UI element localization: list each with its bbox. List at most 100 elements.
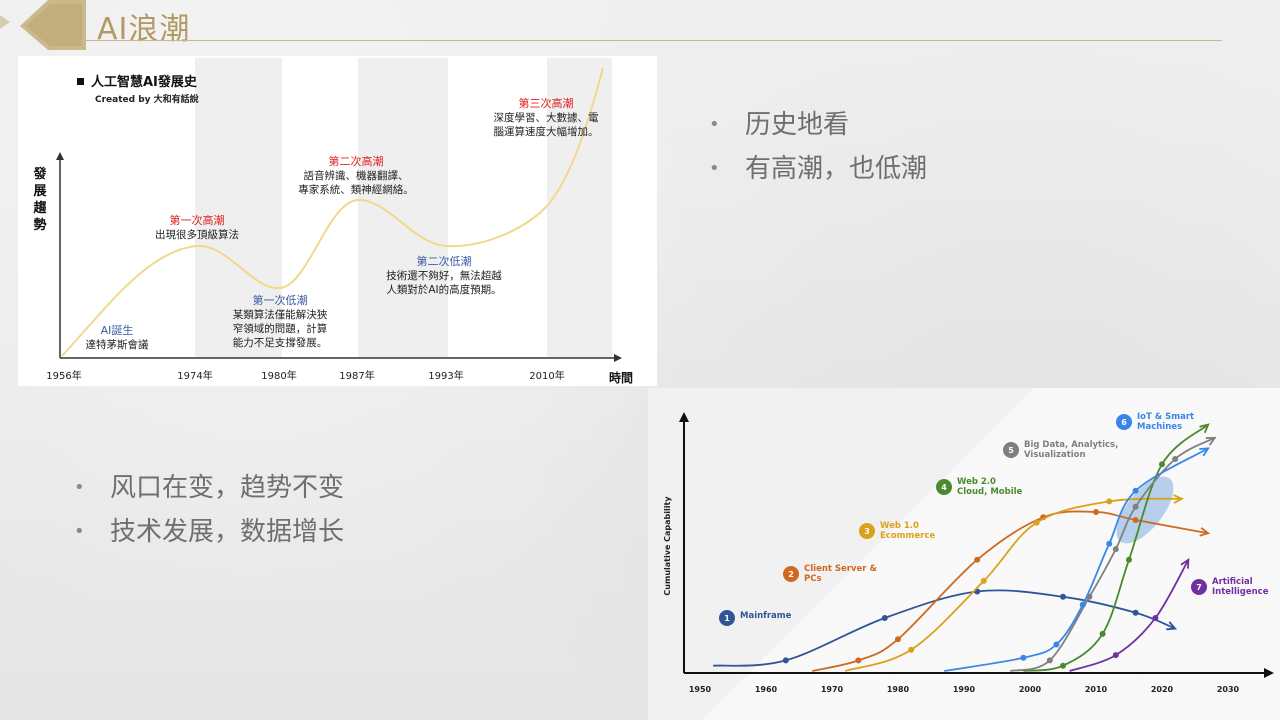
series-arrow-icon (1199, 527, 1211, 537)
x-axis-label: 時間 (609, 370, 633, 385)
series-number: 6 (1121, 418, 1127, 427)
series-label: Artificial (1212, 577, 1253, 587)
series-number: 7 (1196, 583, 1202, 592)
series-point (881, 615, 888, 621)
series-point (974, 556, 981, 563)
series-number: 2 (788, 570, 794, 579)
computing-eras-chart: Cumulative Capability 1950 1960 1970 1980 199… (663, 412, 1274, 694)
series-label: Web 1.0 (880, 521, 919, 531)
series-label: Cloud, Mobile (957, 487, 1023, 497)
series-point (1126, 556, 1132, 563)
x-axis-arrow (1264, 668, 1274, 678)
series-point (1106, 498, 1113, 505)
y-axis-label: 展 (33, 184, 47, 199)
series-number-badge (1003, 442, 1019, 458)
series-number-badge (1191, 579, 1207, 595)
series-point (895, 636, 901, 643)
x-tick-label: 1956年 (46, 369, 81, 382)
series-point (1132, 516, 1139, 523)
shaded-period (195, 58, 282, 358)
series-point (1020, 654, 1027, 661)
y-axis-arrow (679, 412, 689, 422)
series-number-badge (936, 479, 952, 495)
series-point (1033, 519, 1040, 526)
x-tick-label: 1960 (755, 685, 778, 694)
ai-history-chart-panel: 人工智慧AI發展史 Created by 大和有話說發展趨勢時間 1956年 1974… (18, 56, 657, 386)
series-point (1112, 546, 1119, 553)
bullet-item: 有高潮，也低潮 (709, 147, 927, 191)
series-point (1106, 540, 1113, 547)
series-label: Client Server & (804, 564, 877, 574)
x-tick-label: 2010年 (529, 369, 564, 382)
x-tick-label: 1993年 (428, 369, 463, 382)
series-point (1053, 641, 1060, 648)
series-label: Ecommerce (880, 531, 935, 541)
annotation-text: 出現很多頂級算法 (155, 228, 239, 241)
series-point (980, 577, 987, 584)
series-label: Mainframe (740, 611, 792, 621)
annotation-heading: 第三次高潮 (519, 96, 574, 110)
series-label: Web 2.0 (957, 477, 996, 487)
series-point (1060, 662, 1066, 669)
bullet-list-right: 历史地看 有高潮，也低潮 (709, 103, 927, 191)
computing-eras-chart-panel: Cumulative Capability 1950 1960 1970 1980 199… (648, 388, 1280, 720)
chart-title: 人工智慧AI發展史 (91, 74, 198, 90)
series-arrow-icon (1173, 494, 1184, 504)
series-point (1152, 615, 1159, 621)
series-point (1132, 503, 1139, 510)
series-arrow-icon (1199, 423, 1210, 434)
series-line (1009, 436, 1216, 672)
annotation-text: 窄領域的問題，計算 (233, 322, 328, 335)
trend-curve (61, 67, 604, 357)
annotation-text: 腦運算速度大幅增加。 (494, 125, 599, 138)
series-point (782, 657, 789, 664)
series-point (1132, 487, 1139, 494)
series-label: IoT & Smart (1137, 412, 1194, 422)
series-line (1069, 559, 1190, 672)
series-number-badge (719, 610, 735, 626)
series-number-badge (1116, 414, 1132, 430)
x-tick-label: 2030 (1217, 685, 1240, 694)
annotation-heading: 第一次高潮 (170, 213, 225, 227)
annotation-text: 技術還不夠好，無法超越 (386, 269, 502, 282)
annotation-text: 深度學習、大數據、電 (494, 111, 599, 124)
series-arrow-icon (1199, 447, 1210, 457)
series-point (855, 657, 862, 664)
series-point (1159, 461, 1165, 468)
x-tick-label: 1950 (689, 685, 712, 694)
annotation-heading: 第二次低潮 (417, 254, 472, 268)
series-point (1060, 593, 1066, 600)
x-tick-label: 1970 (821, 685, 844, 694)
series-arrow-icon (1205, 436, 1217, 446)
bullet-item: 技术发展，数据增长 (74, 510, 344, 554)
series-point (1099, 630, 1106, 637)
series-number-badge (783, 566, 799, 582)
annotation-text: 專家系統、類神經網絡。 (298, 183, 414, 196)
series-arrow-icon (1166, 621, 1178, 631)
series-point (1132, 609, 1139, 616)
annotation-text: 某類算法僅能解決狹 (233, 308, 328, 321)
series-point (1046, 657, 1053, 664)
series-point (1112, 652, 1119, 659)
series-label: PCs (804, 574, 822, 584)
x-tick-label: 1990 (953, 685, 976, 694)
title-square-icon (77, 78, 84, 85)
series-label: Machines (1137, 422, 1182, 432)
annotation-text: 人類對於AI的高度預期。 (386, 283, 501, 296)
series-number: 3 (864, 527, 870, 536)
y-axis-label: 發 (32, 166, 46, 182)
annotation-text: 能力不足支撐發展。 (233, 336, 328, 349)
x-tick-label: 1987年 (339, 369, 374, 382)
series-label: Intelligence (1212, 587, 1269, 597)
x-tick-label: 1980年 (261, 369, 296, 382)
series-label: Visualization (1024, 450, 1086, 460)
x-tick-label: 2000 (1019, 685, 1042, 694)
shaded-period (358, 58, 448, 358)
bullet-item: 风口在变，趋势不变 (74, 466, 344, 510)
series-number: 4 (941, 483, 947, 492)
series-line (844, 497, 1182, 672)
series-arrow-icon (1180, 557, 1190, 569)
y-axis-label: 趨 (32, 200, 47, 216)
bullet-list-left: 风口在变，趋势不变 技术发展，数据增长 (74, 466, 344, 554)
